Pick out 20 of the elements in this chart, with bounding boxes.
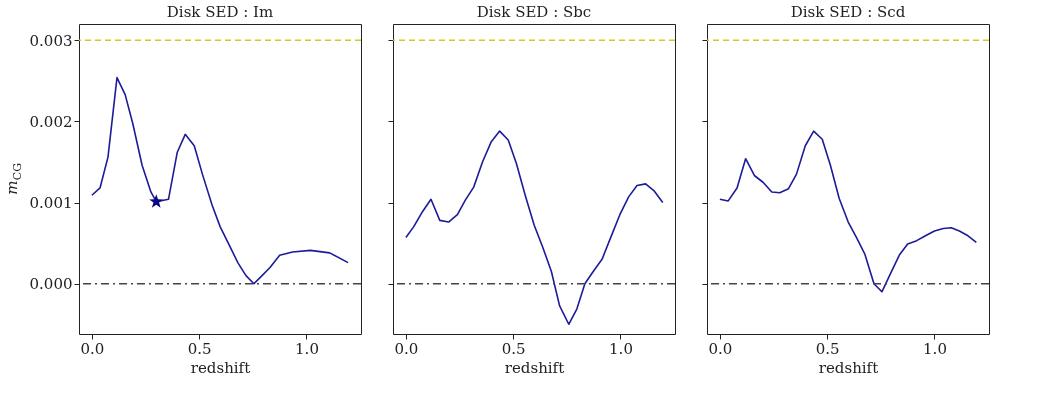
y-tick-label: 0.001 xyxy=(29,194,73,213)
x-tick-label: 1.0 xyxy=(295,339,319,358)
y-tick-label: 0.000 xyxy=(29,275,73,294)
x-tick-label: 0.0 xyxy=(708,339,733,358)
x-tick-label: 0.5 xyxy=(815,339,840,358)
y-tick-label: 0.003 xyxy=(29,31,73,50)
x-tick-label: 1.0 xyxy=(923,339,947,358)
x-axis-title: redshift xyxy=(190,358,251,377)
chart-title: Disk SED : Scd xyxy=(790,3,906,21)
x-tick-label: 0.5 xyxy=(501,339,526,358)
x-axis-title: redshift xyxy=(504,358,565,377)
x-tick-label: 0.0 xyxy=(394,339,419,358)
x-tick-label: 0.0 xyxy=(80,339,105,358)
chart-title: Disk SED : Sbc xyxy=(476,3,592,21)
chart-title: Disk SED : Im xyxy=(166,3,274,21)
x-tick-label: 0.5 xyxy=(187,339,212,358)
x-tick-label: 1.0 xyxy=(609,339,633,358)
x-axis-title: redshift xyxy=(818,358,879,377)
y-axis-title: mCG xyxy=(3,162,24,195)
y-tick-label: 0.002 xyxy=(29,112,73,131)
